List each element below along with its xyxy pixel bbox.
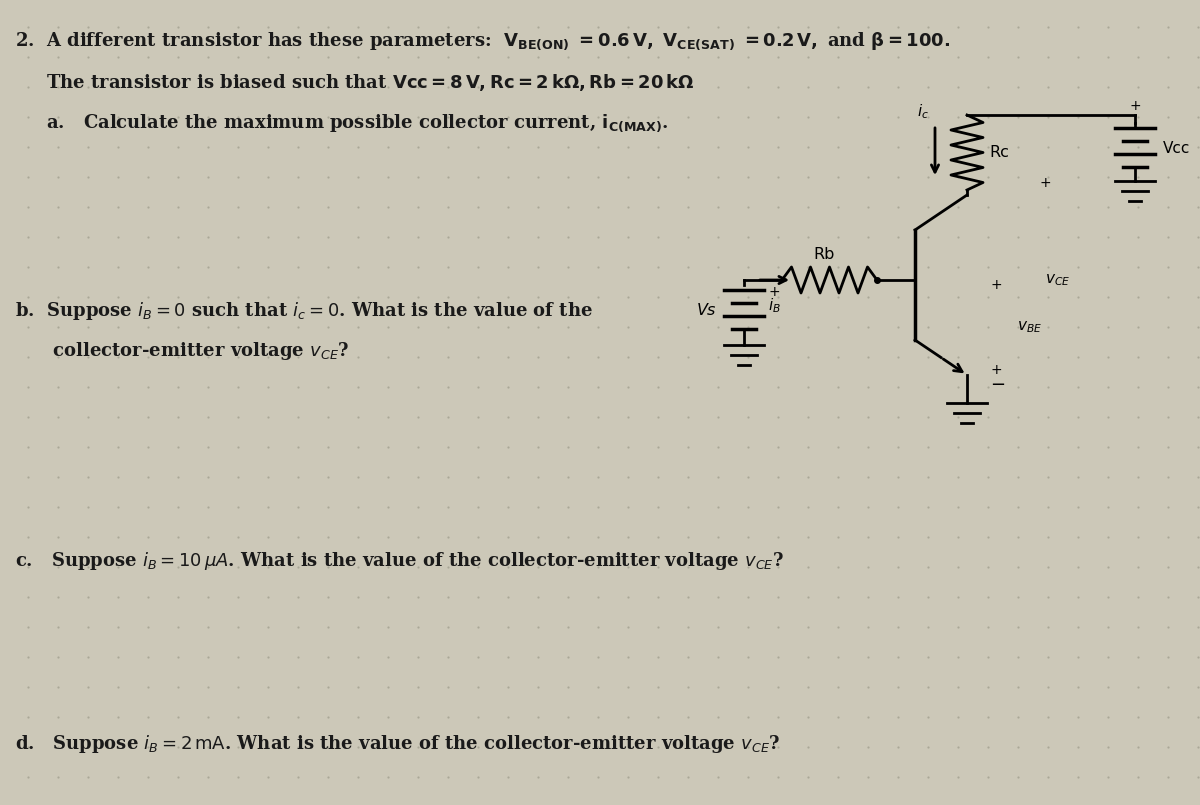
Text: b.  Suppose $i_B = 0$ such that $i_c = 0$. What is the value of the: b. Suppose $i_B = 0$ such that $i_c = 0$… [14,300,593,322]
Text: $i_B$: $i_B$ [768,296,781,315]
Text: Rc: Rc [989,145,1009,160]
Text: d.   Suppose $i_B = 2\,\mathrm{mA}$. What is the value of the collector-emitter : d. Suppose $i_B = 2\,\mathrm{mA}$. What … [14,733,780,755]
Text: +: + [1039,176,1051,190]
Text: $v_{BE}$: $v_{BE}$ [1018,320,1042,336]
Text: Vcc: Vcc [1163,141,1190,155]
Text: +: + [768,285,780,299]
Text: c.   Suppose $i_B = 10\,\mu A$. What is the value of the collector-emitter volta: c. Suppose $i_B = 10\,\mu A$. What is th… [14,550,784,572]
Text: $v_{CE}$: $v_{CE}$ [1045,272,1070,288]
Text: +: + [990,278,1002,292]
Text: a.   Calculate the maximum possible collector current, $\mathbf{i_{C(MAX)}}$.: a. Calculate the maximum possible collec… [14,112,668,134]
Text: −: − [990,376,1006,394]
Text: 2.  A different transistor has these parameters:  $\mathbf{V_{BE(ON)}}$ $\mathbf: 2. A different transistor has these para… [14,30,950,52]
Text: collector-emitter voltage $v_{CE}$?: collector-emitter voltage $v_{CE}$? [14,340,349,362]
Text: +: + [990,363,1002,377]
Text: Rb: Rb [814,247,835,262]
Text: The transistor is biased such that $\mathbf{Vcc = 8\,V, Rc = 2\,k\Omega, Rb = 20: The transistor is biased such that $\mat… [14,72,695,93]
Text: $i_c$: $i_c$ [917,102,929,121]
Text: Vs: Vs [697,303,716,317]
Text: +: + [1129,99,1141,113]
